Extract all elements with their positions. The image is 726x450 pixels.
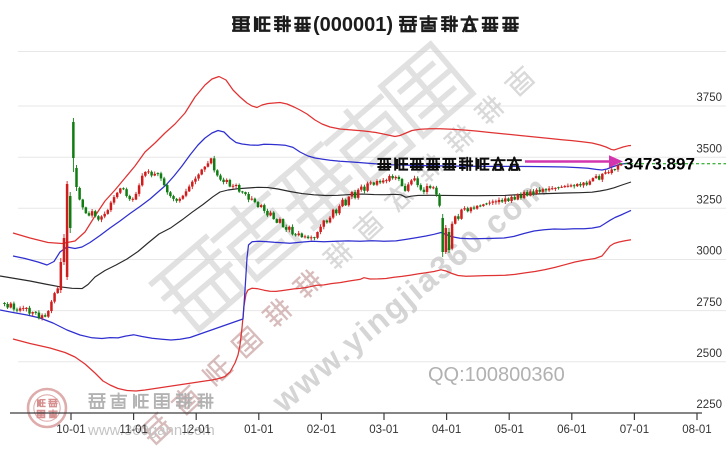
svg-text:www.360gann.com: www.360gann.com	[87, 422, 215, 439]
svg-text:07-01: 07-01	[620, 424, 649, 436]
svg-text:3500: 3500	[696, 143, 722, 155]
svg-text:04-01: 04-01	[432, 424, 461, 436]
svg-text:05-01: 05-01	[494, 424, 523, 436]
svg-text:3473.897: 3473.897	[624, 155, 695, 174]
svg-text:3000: 3000	[696, 246, 722, 258]
svg-text:11-01: 11-01	[119, 424, 148, 436]
svg-text:QQ:100800360: QQ:100800360	[428, 364, 565, 386]
svg-text:12-01: 12-01	[181, 424, 210, 436]
svg-text:08-01: 08-01	[682, 424, 711, 436]
svg-text:3750: 3750	[696, 92, 722, 104]
svg-text:(000001): (000001)	[313, 14, 393, 36]
svg-text:03-01: 03-01	[369, 424, 398, 436]
svg-text:06-01: 06-01	[557, 424, 586, 436]
svg-text:01-01: 01-01	[244, 424, 273, 436]
svg-text:02-01: 02-01	[307, 424, 336, 436]
svg-text:2750: 2750	[696, 297, 722, 309]
svg-text:2250: 2250	[696, 399, 722, 411]
svg-text:10-01: 10-01	[56, 424, 85, 436]
svg-text:3250: 3250	[696, 195, 722, 207]
svg-text:2500: 2500	[696, 348, 722, 360]
